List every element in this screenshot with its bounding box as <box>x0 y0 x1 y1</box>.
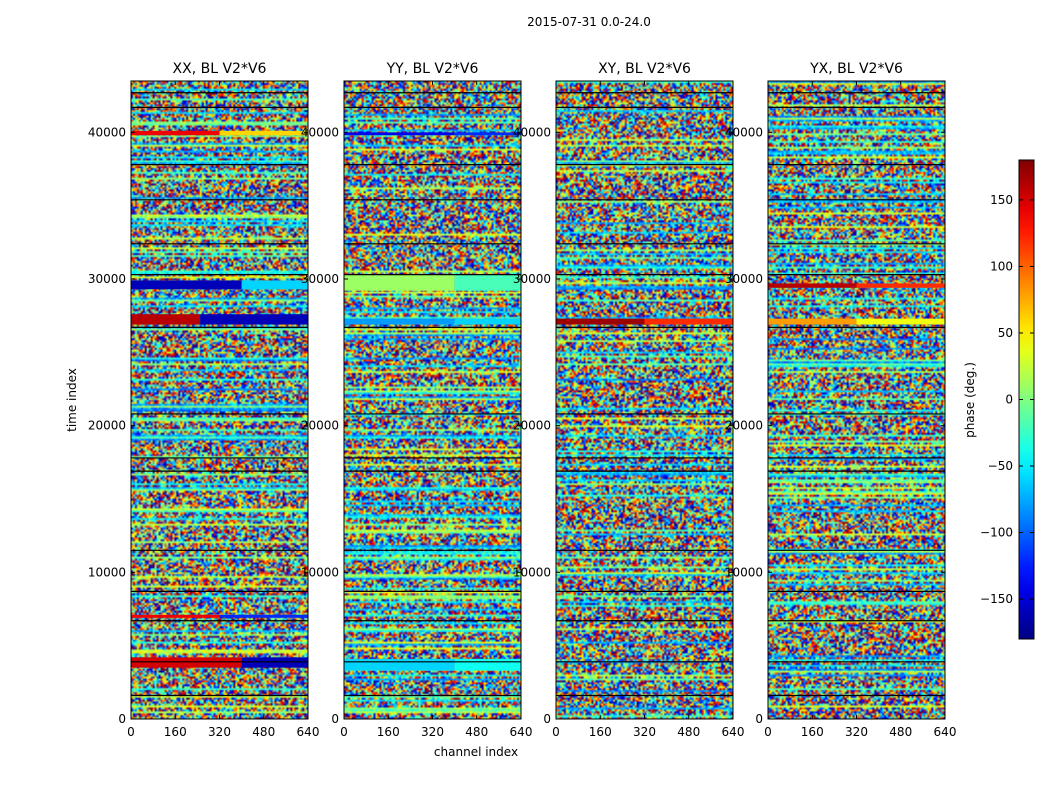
phase-band-2-tail <box>454 274 521 291</box>
y-tick-label: 40000 <box>725 125 763 139</box>
y-tick-label: 0 <box>118 712 126 726</box>
x-tick-label: 320 <box>845 725 868 739</box>
phase-band-2-tail <box>200 314 308 325</box>
phase-band-1 <box>344 318 455 325</box>
y-tick-label: 30000 <box>88 272 126 286</box>
colorbar-tick-label: 150 <box>990 193 1013 207</box>
x-tick-label: 160 <box>801 725 824 739</box>
panel-0: XX, BL V2*V6 0 160 320 480 640 0 10000 20000 3000… <box>88 61 320 739</box>
colorbar-label: phase (deg.) <box>963 362 977 438</box>
phase-band-4 <box>131 130 220 136</box>
y-tick-label: 40000 <box>513 125 551 139</box>
phase-band-0-tail <box>644 318 733 325</box>
panel-title: YY, BL V2*V6 <box>386 61 479 77</box>
figure-title: 2015-07-31 0.0-24.0 <box>527 15 651 29</box>
panel-3: YX, BL V2*V6 0 160 320 480 640 0 10000 20000 3000… <box>725 61 957 739</box>
x-tick-label: 640 <box>934 725 957 739</box>
phase-band-1-tail <box>454 318 521 325</box>
phase-band-1 <box>131 614 220 618</box>
x-tick-label: 0 <box>340 725 348 739</box>
y-tick-label: 20000 <box>725 419 763 433</box>
x-tick-label: 480 <box>677 725 700 739</box>
x-tick-label: 160 <box>377 725 400 739</box>
panels-group: XX, BL V2*V6 0 160 320 480 640 0 10000 20000 3000… <box>88 61 957 739</box>
x-tick-label: 160 <box>164 725 187 739</box>
panel-2: XY, BL V2*V6 0 160 320 480 640 0 10000 20000 3000… <box>513 61 745 739</box>
heatmap-image <box>556 81 733 719</box>
y-tick-label: 20000 <box>301 419 339 433</box>
y-tick-label: 30000 <box>301 272 339 286</box>
phase-band-0 <box>768 318 857 325</box>
phase-band-3 <box>131 280 242 290</box>
x-axis-label: channel index <box>434 745 518 759</box>
phase-band-3-tail <box>241 280 308 290</box>
x-tick-label: 160 <box>589 725 612 739</box>
y-tick-label: 10000 <box>513 565 551 579</box>
colorbar-tick-label: −150 <box>980 592 1013 606</box>
panel-1: YY, BL V2*V6 0 160 320 480 640 0 10000 20000 3000… <box>301 61 533 739</box>
phase-band-2 <box>131 314 201 325</box>
colorbar-tick-label: −100 <box>980 526 1013 540</box>
phase-band-3-tail <box>454 132 521 136</box>
y-tick-label: 0 <box>755 712 763 726</box>
phase-band-3 <box>344 132 455 136</box>
colorbar-tick-label: 100 <box>990 259 1013 273</box>
x-tick-label: 480 <box>465 725 488 739</box>
y-axis-label: time index <box>65 368 79 432</box>
x-tick-label: 320 <box>421 725 444 739</box>
x-tick-label: 640 <box>297 725 320 739</box>
phase-band-1-tail <box>856 283 945 288</box>
colorbar-tick-label: −50 <box>988 459 1013 473</box>
y-tick-label: 10000 <box>88 565 126 579</box>
colorbar-tick-label: 50 <box>998 326 1013 340</box>
x-tick-label: 480 <box>252 725 275 739</box>
phase-band-0 <box>556 318 645 325</box>
x-tick-label: 640 <box>510 725 533 739</box>
x-tick-label: 480 <box>889 725 912 739</box>
panel-title: YX, BL V2*V6 <box>809 61 903 77</box>
y-tick-label: 20000 <box>88 419 126 433</box>
x-tick-label: 320 <box>633 725 656 739</box>
phase-band-0-tail <box>454 658 521 671</box>
panel-title: XX, BL V2*V6 <box>173 61 267 77</box>
x-tick-label: 0 <box>764 725 772 739</box>
y-tick-label: 10000 <box>301 565 339 579</box>
phase-band-0-tail <box>241 657 308 668</box>
y-tick-label: 30000 <box>725 272 763 286</box>
y-tick-label: 20000 <box>513 419 551 433</box>
panel-title: XY, BL V2*V6 <box>598 61 691 77</box>
y-tick-label: 10000 <box>725 565 763 579</box>
x-tick-label: 320 <box>208 725 231 739</box>
phase-band-2 <box>344 274 455 291</box>
colorbar: −150 −100 −50 0 50 100 150 phase (deg.) <box>963 159 1035 640</box>
phase-band-0 <box>131 657 242 668</box>
x-tick-label: 0 <box>127 725 135 739</box>
phase-band-0-tail <box>856 318 945 325</box>
heatmap-image <box>768 81 945 719</box>
y-tick-label: 40000 <box>301 125 339 139</box>
y-tick-label: 0 <box>543 712 551 726</box>
y-tick-label: 40000 <box>88 125 126 139</box>
colorbar-tick-label: 0 <box>1005 393 1013 407</box>
x-tick-label: 640 <box>722 725 745 739</box>
y-tick-label: 0 <box>331 712 339 726</box>
phase-band-0 <box>344 658 455 671</box>
x-tick-label: 0 <box>552 725 560 739</box>
phase-band-1 <box>768 283 857 288</box>
heatmap-image <box>131 81 308 719</box>
phase-band-4-tail <box>219 130 308 136</box>
phase-band-1-tail <box>219 614 308 618</box>
y-tick-label: 30000 <box>513 272 551 286</box>
heatmap-image <box>344 81 521 719</box>
